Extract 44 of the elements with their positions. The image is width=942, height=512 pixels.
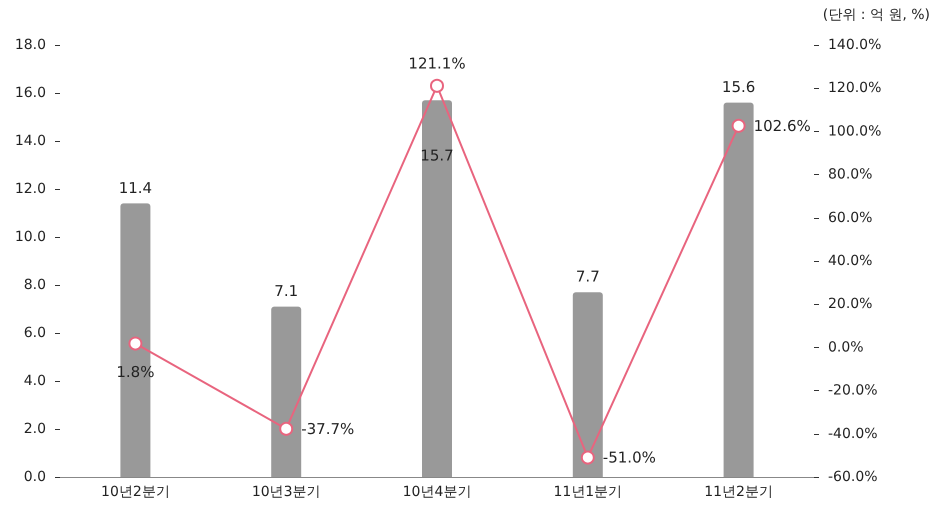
y-tick-label: 18.0	[14, 37, 46, 53]
y2-tick-label: 0.0%	[828, 339, 864, 356]
x-tick-label: 11년1분기	[553, 484, 622, 500]
y-tick-label: 16.0	[14, 85, 46, 101]
y-tick-label: 4.0	[24, 373, 46, 389]
y2-tick-label: 140.0%	[828, 37, 882, 53]
y2-tick-label: 120.0%	[828, 80, 882, 96]
y-tick-label: 12.0	[14, 181, 46, 197]
y-tick-label: 2.0	[24, 421, 46, 437]
y-tick-label: 0.0	[24, 469, 46, 485]
y2-tick-label: -60.0%	[828, 469, 878, 485]
y2-tick-label: -20.0%	[828, 382, 878, 399]
y2-tick-label: -40.0%	[828, 426, 878, 442]
point	[580, 450, 595, 465]
y-tick-label: 14.0	[14, 133, 46, 149]
bar	[572, 292, 603, 477]
data-label: 15.6	[722, 78, 756, 96]
data-label: 7.7	[576, 268, 600, 286]
bar	[724, 102, 754, 477]
point	[732, 118, 746, 133]
text: (단위 : 억 원, %)	[822, 7, 930, 23]
x-tick-label: 10년4분기	[402, 484, 472, 500]
y2-tick-label: 20.0%	[828, 296, 872, 312]
y2-tick-label: 40.0%	[828, 253, 872, 269]
point	[430, 78, 444, 93]
bar	[271, 306, 302, 477]
data-label: 121.1%	[408, 54, 466, 72]
point	[279, 422, 294, 436]
y2-tick-label: 80.0%	[828, 166, 872, 183]
y2-tick-label: 100.0%	[828, 123, 882, 140]
y-tick-label: 8.0	[24, 277, 46, 293]
x-tick-label: 10년2분기	[101, 484, 170, 500]
y2-tick-label: 60.0%	[828, 210, 872, 226]
point	[128, 336, 142, 351]
y-tick-label: 6.0	[24, 325, 46, 341]
data-label: 11.4	[118, 178, 152, 197]
data-label: -37.7%	[301, 420, 354, 438]
x-tick-label: 11년2분기	[704, 484, 773, 500]
y-tick-label: 10.0	[14, 229, 46, 245]
data-label: 102.6%	[754, 116, 811, 135]
bar	[422, 100, 452, 477]
x-tick-label: 10년3분기	[252, 484, 321, 500]
data-label: -51.0%	[602, 448, 656, 467]
data-label: 7.1	[274, 282, 298, 300]
